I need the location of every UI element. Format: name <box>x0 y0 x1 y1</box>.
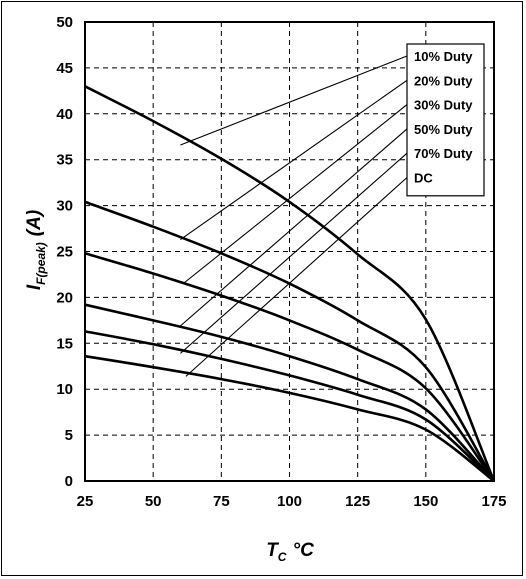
y-tick-label: 5 <box>65 427 73 444</box>
x-tick-label: 50 <box>145 493 162 510</box>
legend-label: 50% Duty <box>414 122 473 137</box>
legend-leader-line <box>180 79 408 241</box>
series-line-1 <box>84 200 496 482</box>
legend-leader-line <box>180 55 408 146</box>
legend-label: 20% Duty <box>414 73 473 88</box>
curves <box>84 85 496 483</box>
legend-leader-line <box>180 128 408 327</box>
y-tick-label: 25 <box>56 244 73 261</box>
x-tick-label: 150 <box>413 493 438 510</box>
y-tick-label: 45 <box>56 60 73 77</box>
x-tick-label: 100 <box>277 493 302 510</box>
x-axis-label: TC °C <box>266 540 314 564</box>
legend-label: 30% Duty <box>414 98 473 113</box>
y-tick-label: 50 <box>56 14 73 31</box>
y-tick-label: 15 <box>56 335 73 352</box>
legend: 10% Duty 20% Duty 30% Duty 50% Duty 70% Duty… <box>406 43 485 197</box>
y-tick-label: 30 <box>56 198 73 215</box>
legend-leader-line <box>180 152 408 354</box>
tick-labels: 25 50 75 100 125 150 175 0 5 10 15 20 25 30 35 40 45 50 <box>56 14 506 510</box>
y-tick-label: 20 <box>56 289 73 306</box>
legend-label: 70% Duty <box>414 146 473 161</box>
x-tick-label: 25 <box>77 493 94 510</box>
plot-border <box>84 21 495 482</box>
series-line-3 <box>84 303 495 482</box>
x-tick-label: 175 <box>481 493 506 510</box>
y-axis-label: IF(peak)(A) <box>24 210 48 290</box>
series-line-0 <box>84 85 496 482</box>
x-tick-label: 75 <box>213 493 230 510</box>
series-line-4 <box>84 330 495 482</box>
series-line-5 <box>84 354 495 483</box>
legend-leader-line <box>185 177 408 377</box>
y-tick-label: 35 <box>56 152 73 169</box>
legend-box <box>406 43 485 197</box>
series-line-2 <box>84 252 496 482</box>
legend-leader-lines <box>180 55 408 377</box>
x-tick-label: 125 <box>345 493 370 510</box>
legend-leader-line <box>182 104 408 285</box>
y-tick-label: 0 <box>65 473 73 490</box>
legend-label: DC <box>414 171 433 186</box>
y-tick-label: 40 <box>56 106 73 123</box>
legend-label: 10% Duty <box>414 49 473 64</box>
y-tick-label: 10 <box>56 381 73 398</box>
